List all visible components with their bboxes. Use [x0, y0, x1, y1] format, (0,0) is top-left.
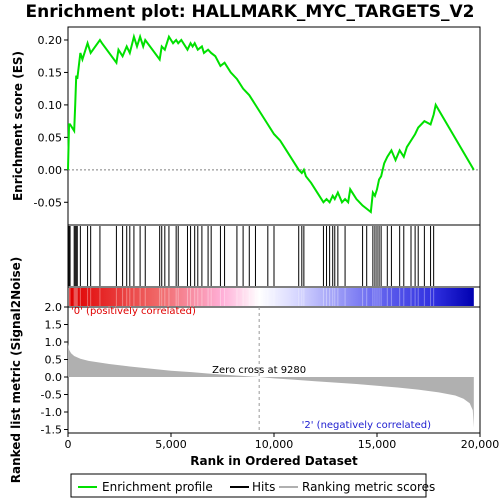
rank-colorbar — [69, 288, 474, 306]
x-axis-label: Rank in Ordered Dataset — [190, 454, 358, 468]
x-tick-label: 0 — [65, 438, 72, 451]
hit-marks — [68, 226, 435, 286]
x-tick-label: 10,000 — [255, 438, 294, 451]
x-tick-label: 15,000 — [358, 438, 397, 451]
metric-y-tick-label: -1.5 — [41, 424, 62, 437]
metric-y-tick-label: -1.0 — [41, 406, 62, 419]
negative-correlation-label: '2' (negatively correlated) — [302, 420, 431, 431]
legend-label-metric: Ranking metric scores — [302, 480, 435, 494]
metric-y-tick-label: 1.5 — [45, 319, 63, 332]
legend: Enrichment profile Hits Ranking metric s… — [70, 473, 435, 498]
rank-colorbar-panel — [67, 286, 481, 308]
metric-y-tick-label: 1.0 — [45, 336, 63, 349]
metric-y-tick-label: 2.0 — [45, 301, 63, 314]
enrichment-plot-frame — [67, 26, 481, 226]
es-y-tick-label: 0.00 — [38, 164, 63, 177]
enrichment-panel: 0.20 0.15 0.10 0.05 0.00 -0.05 Enrichment sco… — [11, 26, 481, 226]
metric-y-tick-label: 0.0 — [45, 371, 63, 384]
es-y-tick-label: 0.20 — [38, 34, 63, 47]
x-tick-label: 5,000 — [155, 438, 187, 451]
enrichment-profile-line — [67, 33, 475, 214]
ranking-metric-area — [68, 343, 474, 428]
colorbar-stripes — [68, 288, 435, 306]
x-ticks: 0 5,000 10,000 15,000 20,000 — [65, 433, 500, 451]
chart-title: Enrichment plot: HALLMARK_MYC_TARGETS_V2 — [26, 2, 475, 22]
legend-label-enrichment: Enrichment profile — [102, 480, 213, 494]
es-y-ticks: 0.20 0.15 0.10 0.05 0.00 -0.05 — [34, 34, 68, 209]
es-y-axis-label: Enrichment score (ES) — [11, 51, 25, 201]
es-y-tick-label: 0.15 — [38, 66, 63, 79]
metric-y-axis-label: Ranked list metric (Signal2Noise) — [9, 257, 23, 484]
es-y-tick-label: 0.10 — [38, 99, 63, 112]
metric-y-ticks: 2.0 1.5 1.0 0.5 0.0 -0.5 -1.0 -1.5 — [41, 301, 68, 437]
legend-label-hits: Hits — [252, 480, 275, 494]
legend-frame — [70, 473, 427, 498]
ranked-metric-panel: Zero cross at 9280 '0' (positively corre… — [9, 257, 499, 484]
zero-cross-label: Zero cross at 9280 — [212, 365, 306, 376]
es-y-tick-label: -0.05 — [34, 196, 62, 209]
metric-y-tick-label: -0.5 — [41, 389, 62, 402]
x-tick-label: 20,000 — [461, 438, 500, 451]
metric-y-tick-label: 0.5 — [45, 354, 63, 367]
positive-correlation-label: '0' (positively correlated) — [71, 306, 196, 317]
hits-panel — [67, 224, 481, 288]
es-y-tick-label: 0.05 — [38, 131, 63, 144]
